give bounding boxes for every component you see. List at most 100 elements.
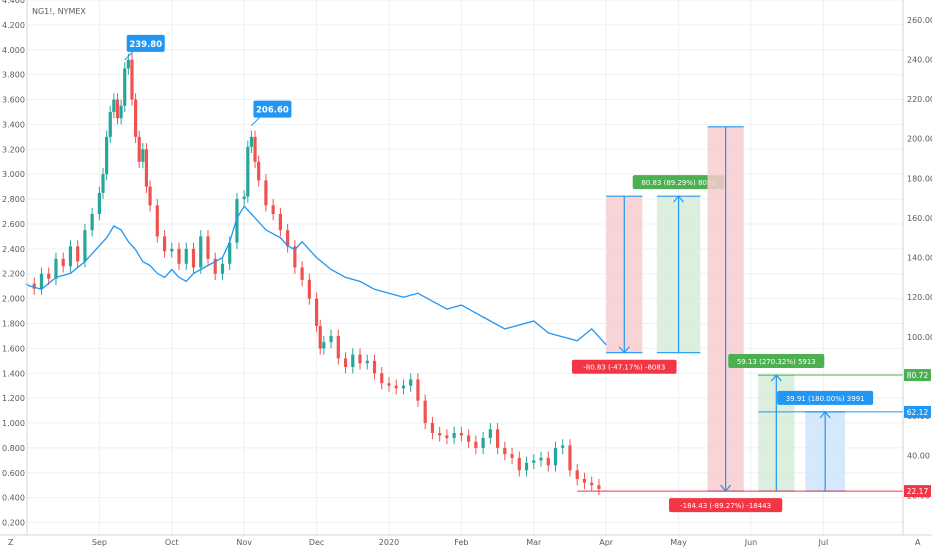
measure-label-box <box>777 390 874 405</box>
candle-body <box>510 454 514 458</box>
right-tick-label: 40.00 <box>907 452 930 461</box>
right-tick-label: 180.00 <box>907 174 932 183</box>
measure-label: -184.43 (-89.27%) -18443 <box>680 502 771 510</box>
time-tick-label: Dec <box>309 538 324 547</box>
candle-body <box>452 432 456 438</box>
candle-body <box>445 435 449 438</box>
price-tag: 62.12 <box>907 408 929 417</box>
candle-body <box>517 457 521 471</box>
peak-label-box <box>126 34 165 52</box>
candle-body <box>372 360 377 374</box>
candle-body <box>590 482 594 486</box>
left-tick-label: 3.800 <box>2 71 25 80</box>
candle-body <box>423 400 427 424</box>
candle-body <box>133 99 138 137</box>
candle-body <box>228 242 232 264</box>
peak-pointer <box>251 117 260 126</box>
candle-body <box>582 479 587 483</box>
right-tick-label: 220.00 <box>907 95 932 104</box>
measure-label: 59.13 (270.32%) 5913 <box>737 358 816 366</box>
right-axis: 260.00 240.00 220.00 200.00 180.00 160.00 140.… <box>907 16 932 501</box>
price-tag: 80.72 <box>907 371 929 380</box>
candle-body <box>253 136 257 162</box>
candle-body <box>242 196 246 200</box>
candle-body <box>401 385 406 389</box>
price-lines: 80.72 62.12 22.17 <box>577 369 931 498</box>
time-tick-label: Jun <box>744 538 758 547</box>
candle-body <box>314 298 319 326</box>
left-tick-label: 1.200 <box>2 394 25 403</box>
left-tick-label: 1.000 <box>2 419 25 428</box>
candle-body <box>108 111 112 137</box>
price-tag: 22.17 <box>907 487 929 496</box>
candle-body <box>184 248 188 264</box>
candle-body <box>553 447 558 466</box>
candle-body <box>278 214 282 231</box>
candle-body <box>257 161 261 181</box>
candle-body <box>97 192 101 214</box>
price-tag-box <box>904 485 931 498</box>
candle-body <box>220 263 225 274</box>
candle-body <box>123 68 127 106</box>
candle-body <box>539 457 543 461</box>
left-tick-label: 1.400 <box>2 369 25 378</box>
candle-body <box>191 248 196 268</box>
ratio-line <box>26 205 607 346</box>
candle-body <box>416 379 420 401</box>
peak-labels: 239.80 206.60 <box>124 34 292 126</box>
price-tag-box <box>904 369 931 382</box>
candle-body <box>459 432 463 436</box>
candle-body <box>101 174 105 193</box>
zoom-button[interactable]: Z <box>8 538 14 547</box>
candle-body <box>54 258 58 279</box>
candle-body <box>177 248 181 264</box>
candle-body <box>141 149 145 162</box>
left-axis: 4.400 4.200 4.000 3.800 3.600 3.400 3.200 3.000… <box>2 0 25 528</box>
right-tick-label: 100.00 <box>907 333 932 342</box>
measure-label-box <box>632 175 725 190</box>
left-tick-label: 1.800 <box>2 319 25 328</box>
candle-body <box>115 99 120 119</box>
candle-body <box>286 230 290 247</box>
price-tag-box <box>904 405 931 418</box>
right-tick-label: 120.00 <box>907 293 932 302</box>
left-tick-label: 2.800 <box>2 195 25 204</box>
candle-body <box>488 429 492 438</box>
left-tick-label: 2.600 <box>2 220 25 229</box>
time-tick-label: 2020 <box>379 538 399 547</box>
left-tick-label: 0.400 <box>2 494 25 503</box>
right-tick-label: 160.00 <box>907 214 932 223</box>
candle-body <box>119 105 123 119</box>
measure-label: 39.91 (180.00%) 3991 <box>786 395 865 403</box>
candle-body <box>199 236 203 268</box>
candle-body <box>246 146 250 197</box>
candle-body <box>155 205 159 237</box>
candle-body <box>32 283 36 289</box>
candle-body <box>162 236 167 252</box>
candle-body <box>358 354 362 364</box>
left-tick-label: 2.400 <box>2 245 25 254</box>
candle-body <box>235 199 239 243</box>
time-tick-label: Mar <box>526 538 542 547</box>
candle-body <box>83 230 87 262</box>
time-tick-label: Feb <box>454 538 468 547</box>
left-tick-label: 2.200 <box>2 270 25 279</box>
measure-boxes[interactable]: -80.83 (-47.17%) -8083 80.83 (89.29%) 808… <box>571 126 874 513</box>
left-tick-label: 4.400 <box>2 0 25 5</box>
candle-body <box>307 279 311 299</box>
candle-body <box>351 354 355 368</box>
candle-body <box>568 445 572 471</box>
candle-body <box>524 462 529 471</box>
candle-body <box>144 149 149 187</box>
auto-scale-button[interactable]: A <box>915 538 921 547</box>
candle-body <box>575 470 579 480</box>
candle-body <box>76 246 80 262</box>
left-tick-label: 3.600 <box>2 96 25 105</box>
left-tick-label: 4.200 <box>2 21 25 30</box>
candle-body <box>148 186 152 206</box>
candle-body <box>264 180 268 206</box>
candle-body <box>322 342 326 349</box>
candle-body <box>394 385 398 389</box>
candle-body <box>318 325 322 349</box>
